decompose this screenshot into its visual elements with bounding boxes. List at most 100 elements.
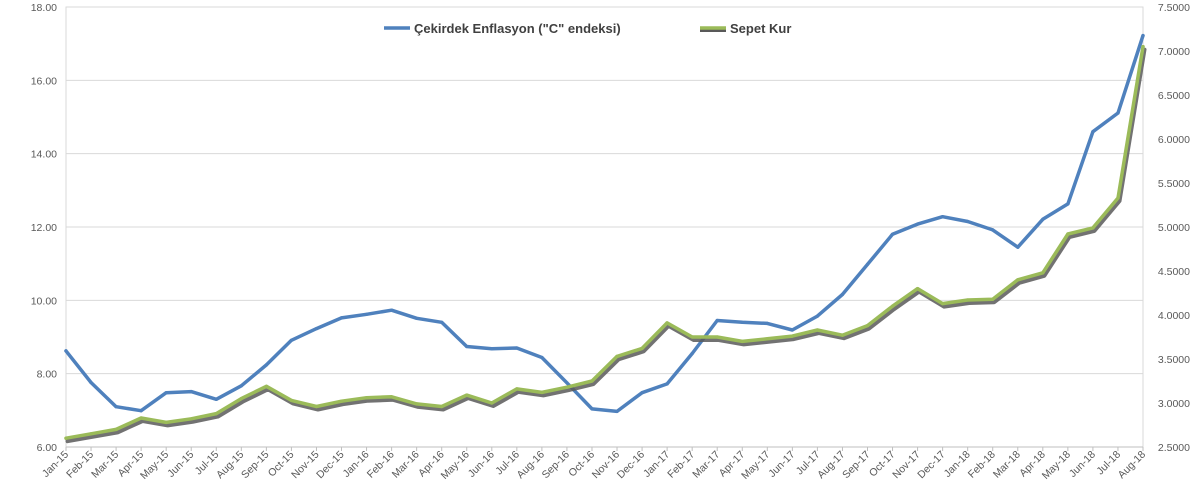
series-1-line <box>64 33 1145 414</box>
left-tick-label: 18.00 <box>31 2 57 14</box>
series-1-point <box>465 344 469 349</box>
series-1-point <box>966 219 970 224</box>
series-1-point <box>314 327 319 331</box>
series-2-point <box>615 354 619 358</box>
series-2-point <box>465 393 469 397</box>
series-1-point <box>390 308 394 312</box>
series-1-point <box>264 363 268 367</box>
series-2-point <box>339 399 344 403</box>
left-tick-label: 12.00 <box>31 222 57 234</box>
right-tick-label: 2.5000 <box>1158 442 1190 454</box>
series-1-point <box>715 318 719 323</box>
series-1-point <box>1116 111 1120 115</box>
right-tick-label: 4.0000 <box>1158 310 1190 322</box>
series-2-point <box>665 321 669 325</box>
series-1-point <box>490 347 494 351</box>
series-2-point <box>890 304 895 308</box>
series-1-point <box>540 355 544 360</box>
right-tick-label: 6.5000 <box>1158 90 1190 102</box>
series-2-point <box>991 297 995 301</box>
series-1-point <box>139 409 143 413</box>
series-1-point <box>189 390 193 394</box>
series-1-point <box>114 405 118 409</box>
series-2-point <box>390 395 394 399</box>
series-2-point <box>715 335 719 339</box>
series-1-point <box>515 346 519 350</box>
left-tick-label: 16.00 <box>31 75 57 87</box>
series-2-point <box>214 412 218 416</box>
series-2-point <box>1041 271 1045 275</box>
series-layer <box>64 33 1147 444</box>
right-tick-label: 4.5000 <box>1158 266 1190 278</box>
series-1-point <box>740 320 744 324</box>
series-2-point <box>765 337 769 341</box>
series-2-line <box>64 44 1145 440</box>
series-2-point <box>164 420 168 424</box>
series-2-shadow <box>65 47 1147 444</box>
series-1-point <box>890 232 895 236</box>
series-1-point <box>916 222 920 226</box>
series-2-point <box>515 387 519 391</box>
series-2-point <box>490 401 494 405</box>
series-2-point <box>64 436 68 440</box>
series-2-point <box>540 390 544 394</box>
series-2-point <box>239 397 243 401</box>
series-1-point <box>239 384 243 388</box>
series-1-point <box>1016 245 1020 249</box>
series-1-point <box>615 409 619 413</box>
series-2-point <box>415 402 419 406</box>
series-2-point <box>289 398 293 402</box>
legend: Çekirdek Enflasyon ("C" endeksi) Sepet Ku… <box>384 21 791 36</box>
right-tick-label: 6.0000 <box>1158 134 1190 146</box>
series-2-point <box>1016 278 1020 282</box>
series-1-point <box>415 316 419 320</box>
series-2-point <box>790 334 794 338</box>
right-tick-label: 7.5000 <box>1158 2 1190 14</box>
series-1-point <box>1141 34 1145 38</box>
right-tick-label: 5.5000 <box>1158 178 1190 190</box>
series-2-point <box>139 416 143 420</box>
legend-label: Çekirdek Enflasyon ("C" endeksi) <box>414 21 621 36</box>
series-1-point <box>1066 202 1070 206</box>
left-tick-label: 10.00 <box>31 295 57 307</box>
series-2-point <box>264 384 268 388</box>
series-2-point <box>941 302 945 306</box>
left-axis-ticks: 6.00 8.00 10.00 12.00 14.00 16.00 18.00 <box>31 2 57 454</box>
series-1-point <box>440 320 444 324</box>
series-2-point <box>314 404 319 409</box>
right-tick-label: 5.0000 <box>1158 222 1190 234</box>
series-1-point <box>339 316 344 320</box>
series-2-point <box>840 333 845 337</box>
left-tick-label: 6.00 <box>37 442 58 454</box>
series-2-point <box>89 432 93 436</box>
series-2-point <box>440 404 444 409</box>
legend-label: Sepet Kur <box>730 21 791 36</box>
series-1-point <box>590 407 594 411</box>
series-1-point <box>840 292 845 297</box>
series-1-point <box>765 321 769 325</box>
series-2-point <box>1116 196 1120 200</box>
series-1-point <box>640 391 644 395</box>
series-1-point <box>365 312 369 316</box>
series-1-point <box>565 381 569 385</box>
right-tick-label: 3.5000 <box>1158 354 1190 366</box>
left-tick-label: 14.00 <box>31 149 57 161</box>
series-1-point <box>941 215 945 219</box>
series-2-point <box>1091 226 1095 230</box>
series-2-point <box>640 346 644 350</box>
series-1-point <box>89 380 93 385</box>
series-1-point <box>665 382 669 386</box>
right-tick-label: 7.0000 <box>1158 46 1190 58</box>
left-tick-label: 8.00 <box>37 369 58 381</box>
series-2-point <box>189 417 193 421</box>
series-1-point <box>815 314 820 318</box>
series-2-point <box>114 427 118 431</box>
series-2-point <box>740 339 744 343</box>
series-1-point <box>214 397 218 401</box>
series-2-point <box>365 396 369 400</box>
series-2-point <box>1141 45 1145 49</box>
series-1-point <box>164 391 168 395</box>
series-1-point <box>865 262 870 266</box>
series-2-point <box>815 328 820 332</box>
